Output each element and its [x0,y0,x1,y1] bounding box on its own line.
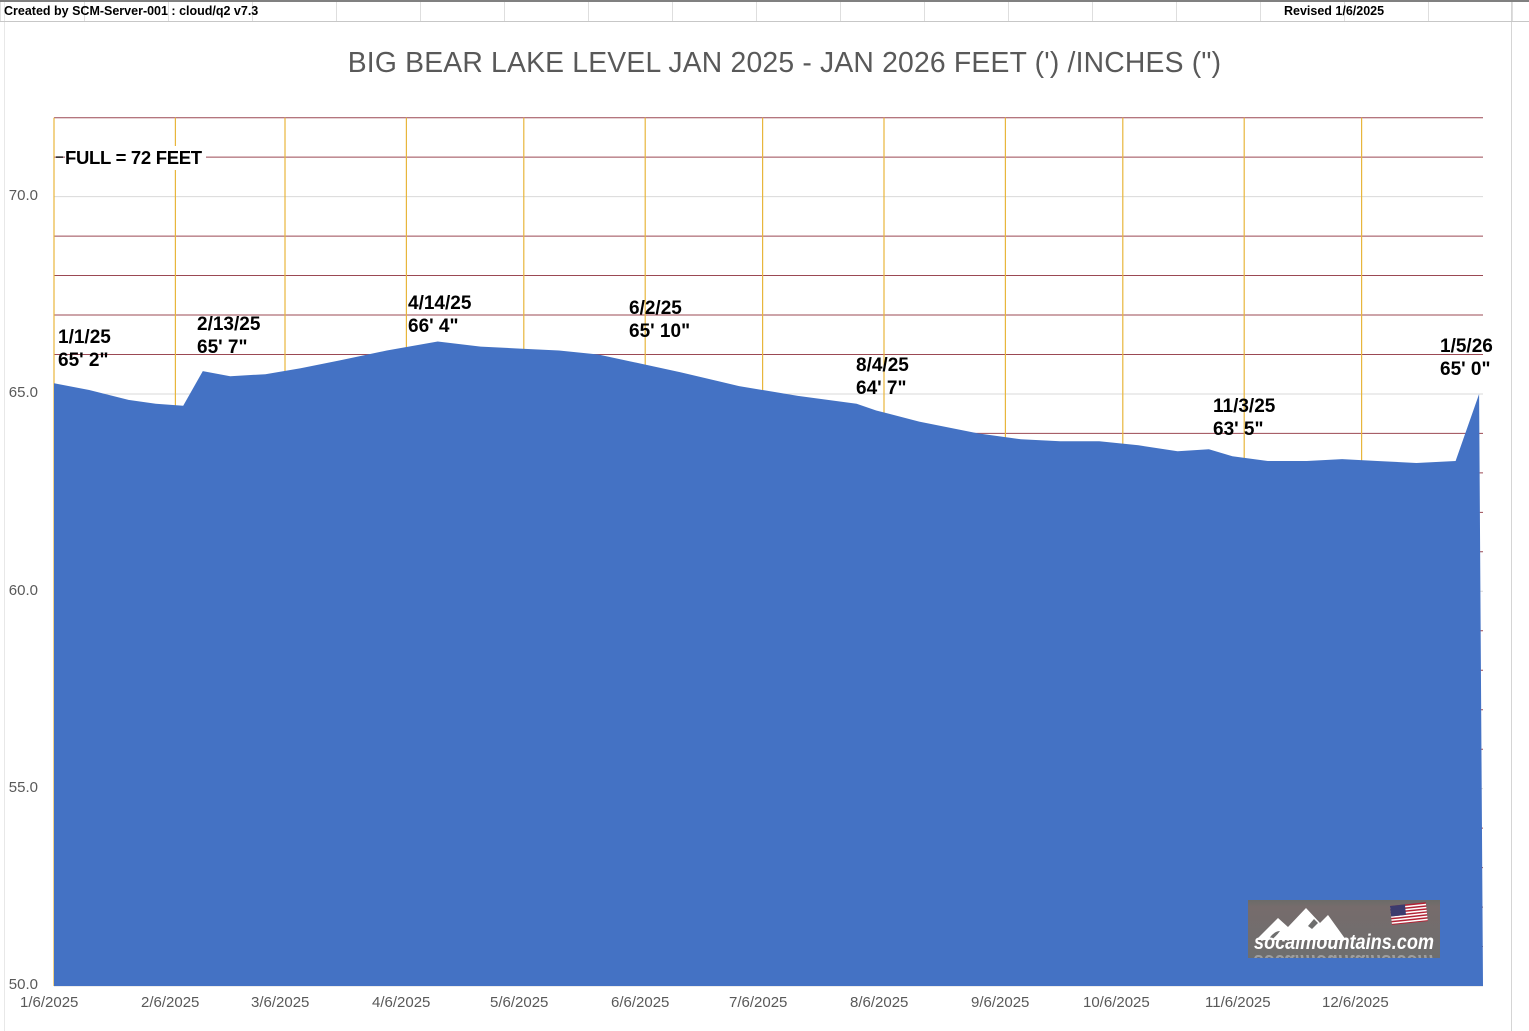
svg-text:socalmountains.com: socalmountains.com [1254,950,1434,958]
